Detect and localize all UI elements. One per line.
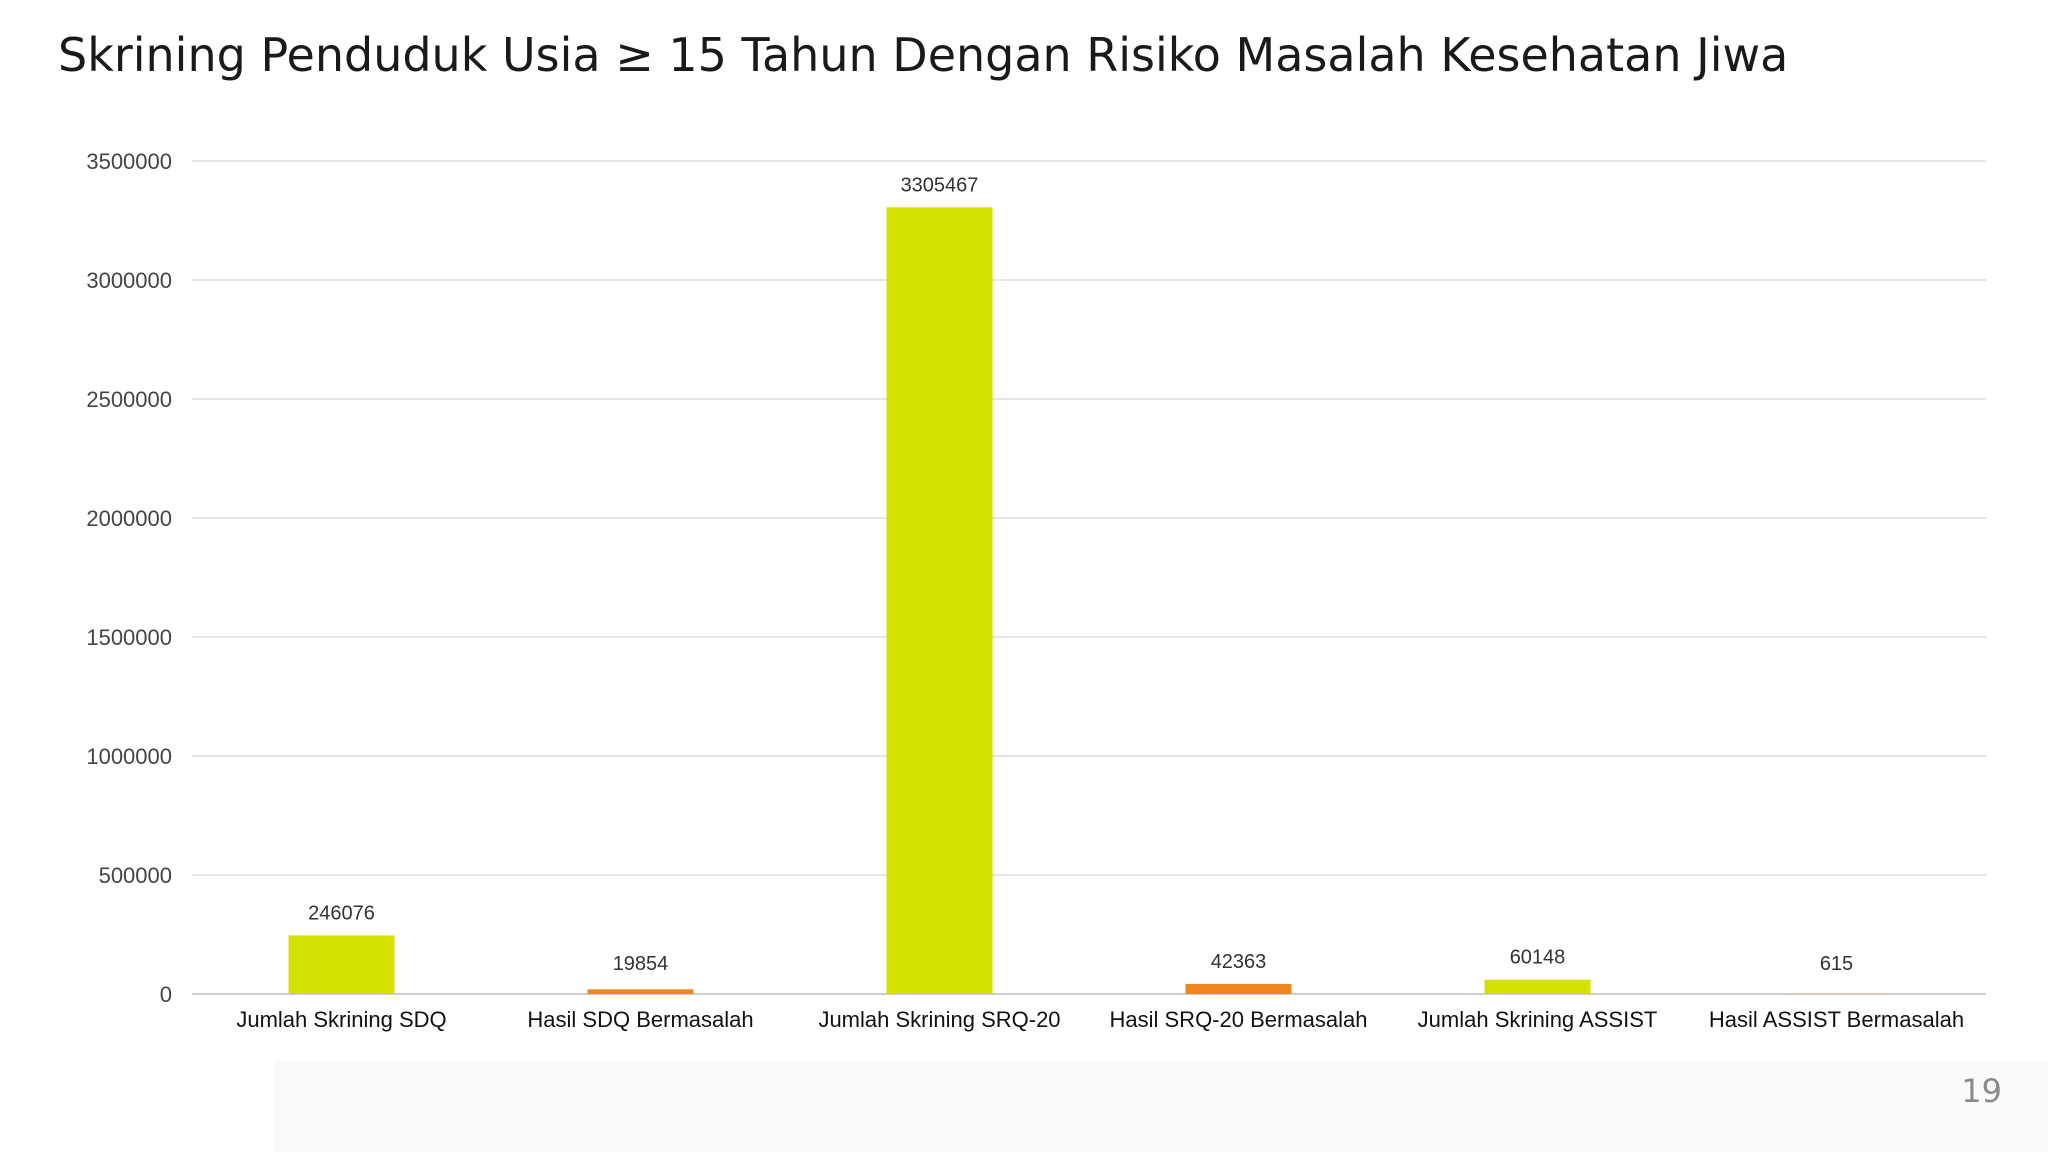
y-tick-label: 3000000	[86, 268, 172, 293]
page-number: 19	[1961, 1072, 2002, 1110]
y-tick-label: 0	[160, 982, 172, 1007]
x-tick-label: Jumlah Skrining SRQ-20	[818, 1007, 1060, 1032]
y-tick-label: 500000	[99, 863, 172, 888]
y-tick-label: 1500000	[86, 625, 172, 650]
x-tick-label: Hasil SDQ Bermasalah	[527, 1007, 753, 1032]
x-tick-label: Hasil ASSIST Bermasalah	[1709, 1007, 1964, 1032]
y-axis-ticks: 0 500000 1000000 1500000 2000000 2500000 30000…	[86, 149, 172, 1007]
y-tick-label: 2500000	[86, 387, 172, 412]
data-label: 60148	[1510, 947, 1566, 969]
x-tick-label: Jumlah Skrining ASSIST	[1418, 1007, 1658, 1032]
data-label: 3305467	[901, 174, 979, 196]
y-tick-label: 3500000	[86, 149, 172, 174]
x-tick-label: Jumlah Skrining SDQ	[236, 1007, 446, 1032]
bar	[1185, 983, 1292, 994]
x-axis-ticks: Jumlah Skrining SDQ Hasil SDQ Bermasalah J…	[236, 1007, 1964, 1032]
y-tick-label: 1000000	[86, 744, 172, 769]
gridlines	[192, 160, 1986, 995]
bar	[587, 989, 694, 994]
data-label: 19854	[613, 953, 669, 975]
data-label: 615	[1820, 953, 1853, 975]
bars	[288, 207, 1890, 995]
data-labels: 246076 19854 3305467 42363 60148 615	[308, 174, 1853, 975]
bar	[288, 935, 395, 994]
x-tick-label: Hasil SRQ-20 Bermasalah	[1110, 1007, 1368, 1032]
data-label: 246076	[308, 902, 375, 924]
footer-shade	[275, 1060, 2048, 1152]
bar	[1484, 979, 1591, 994]
slide-title: Skrining Penduduk Usia ≥ 15 Tahun Dengan…	[58, 28, 1789, 82]
data-label: 42363	[1211, 951, 1267, 973]
y-tick-label: 2000000	[86, 506, 172, 531]
bar	[886, 207, 993, 995]
